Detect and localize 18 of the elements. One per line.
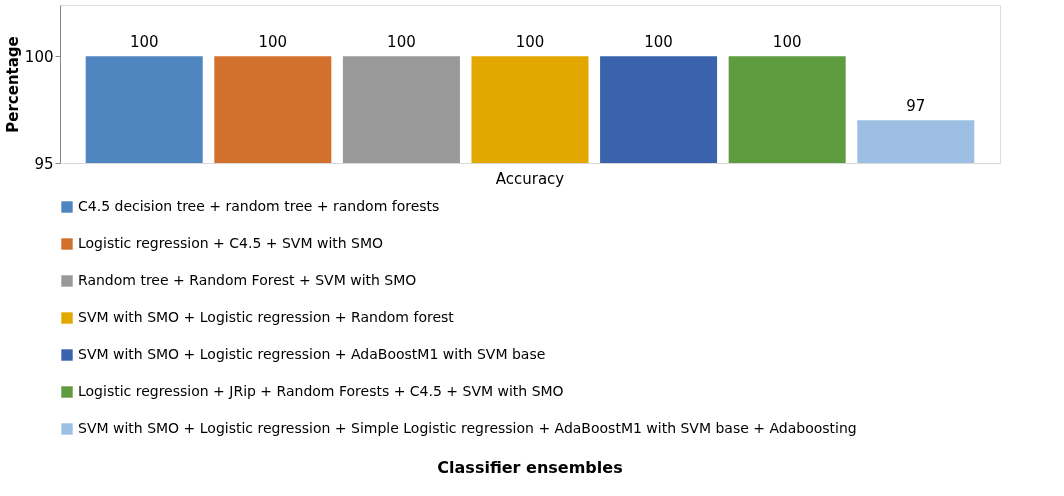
data-label: 100 (644, 33, 673, 52)
data-label: 100 (129, 33, 159, 52)
legend-label: Logistic regression + JRip + Random Forests + C4.5 + SVM with SMO (78, 383, 564, 399)
legend-label: SVM with SMO + Logistic regression + Simple Logistic regression + AdaBoostM1 with SVM base + Adaboosting (78, 420, 857, 436)
data-label: 100 (772, 33, 802, 52)
data-label: 100 (515, 33, 545, 52)
x-tick-label: Accuracy (495, 169, 565, 188)
y-tick-label: 95 (34, 154, 54, 173)
legend-label: Random tree + Random Forest + SVM with SMO (78, 272, 417, 288)
data-label: 97 (906, 97, 926, 116)
legend-label: C4.5 decision tree + random tree + random forests (78, 198, 440, 214)
data-label: 100 (258, 33, 288, 52)
y-axis-title: Percentage (3, 36, 22, 133)
legend-label: SVM with SMO + Logistic regression + Random forest (78, 309, 455, 325)
legend-label: Logistic regression + C4.5 + SVM with SMO (78, 235, 384, 251)
data-label: 100 (387, 33, 416, 52)
legend-label: SVM with SMO + Logistic regression + AdaBoostM1 with SVM base (78, 346, 546, 362)
text: Classifier ensembles (437, 458, 623, 477)
